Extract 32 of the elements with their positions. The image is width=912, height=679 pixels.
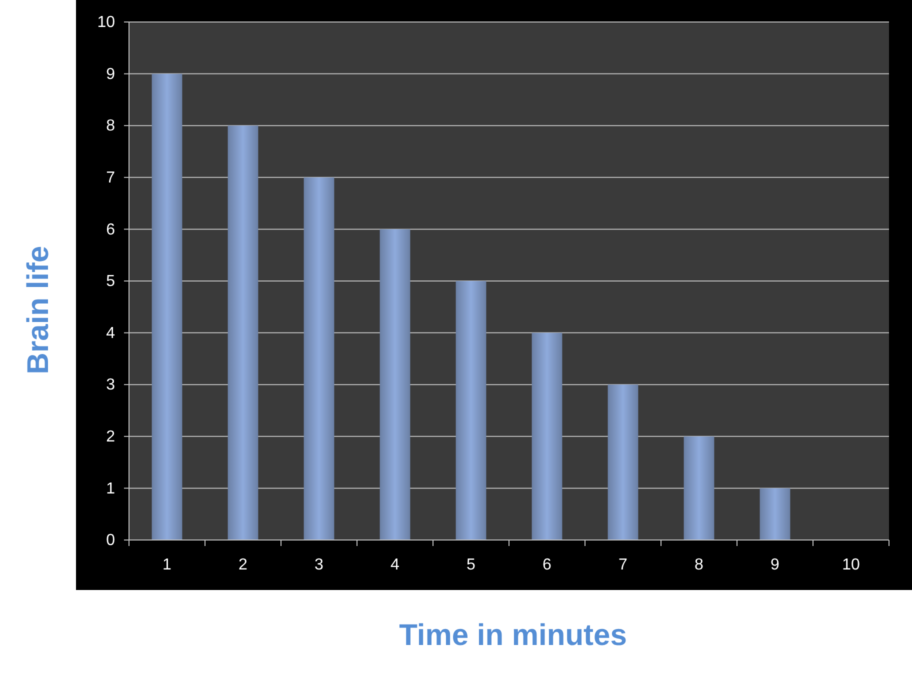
bar (304, 177, 334, 540)
y-tick-label: 2 (106, 428, 116, 446)
bar (152, 74, 182, 540)
y-tick-label: 8 (106, 118, 116, 135)
x-tick-label: 1 (162, 556, 172, 574)
bar (380, 229, 410, 540)
y-tick-label: 7 (106, 170, 116, 187)
y-axis-title: Brain life (22, 246, 55, 374)
bar (608, 384, 638, 540)
bar (532, 332, 562, 540)
x-tick-label: 3 (314, 556, 324, 574)
x-tick-label: 10 (842, 556, 860, 574)
x-tick-label: 2 (238, 556, 248, 574)
bar (228, 126, 258, 540)
x-tick-label: 9 (770, 556, 780, 574)
x-tick-label: 4 (390, 556, 400, 574)
y-tick-label: 0 (106, 532, 116, 550)
x-tick-label: 5 (466, 556, 476, 574)
y-tick-label: 10 (97, 14, 116, 32)
x-tick-label: 7 (618, 556, 628, 574)
y-tick-label: 9 (106, 66, 116, 83)
bar (456, 281, 486, 540)
x-tick-label: 6 (542, 556, 552, 574)
bar (684, 436, 714, 540)
bar (760, 488, 790, 540)
y-tick-label: 4 (106, 324, 116, 342)
y-tick-label: 1 (106, 480, 116, 498)
x-axis-title: Time in minutes (399, 619, 627, 652)
y-tick-label: 6 (106, 221, 116, 238)
y-tick-label: 3 (106, 376, 116, 394)
x-tick-label: 8 (694, 556, 704, 574)
y-tick-label: 5 (106, 273, 116, 290)
